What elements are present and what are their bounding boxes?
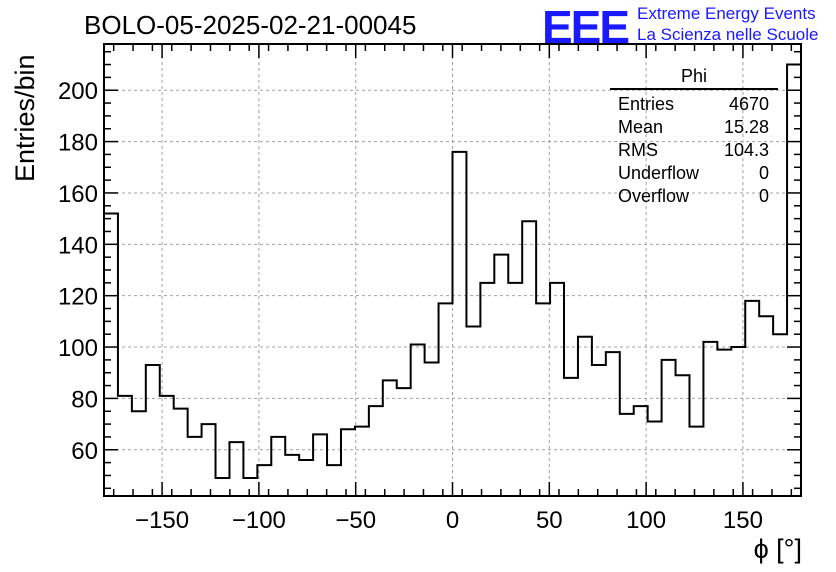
stats-value-rms: 104.3 [724,140,769,160]
histogram-bin [160,396,174,496]
logo-line-1: Extreme Energy Events [637,4,816,23]
histogram-bin [313,434,327,496]
histogram-bin [229,442,243,496]
histogram-bin [522,221,536,496]
histogram-bin [676,375,690,496]
stats-value-overflow: 0 [759,186,769,206]
chart-title: BOLO-05-2025-02-21-00045 [84,10,417,40]
histogram-bin [606,352,620,496]
y-tick-label: 140 [58,232,98,259]
histogram-bin [216,478,230,496]
histogram-bin [717,350,731,496]
stats-box-title: Phi [681,66,707,86]
histogram-bin [592,365,606,496]
histogram-bin [745,301,759,496]
x-tick-label: −150 [135,507,189,534]
histogram-bin [759,316,773,496]
histogram-bin [411,344,425,496]
histogram-bin [564,378,578,496]
histogram-bin [188,437,202,496]
x-tick-label: −50 [335,507,376,534]
histogram-bin [202,424,216,496]
histogram-bin [118,396,132,496]
histogram-bin [243,478,257,496]
histogram-bin [355,427,369,496]
histogram-bin [104,214,118,497]
logo-line-2: La Scienza nelle Scuole [637,25,819,44]
x-tick-label: 50 [536,507,563,534]
histogram-bin [369,406,383,496]
x-tick-label: 0 [446,507,459,534]
histogram-bin [480,283,494,496]
histogram-bin [439,303,453,496]
stats-value-underflow: 0 [759,163,769,183]
histogram-bin [341,429,355,496]
y-tick-label: 200 [58,78,98,105]
x-tick-label: 100 [626,507,666,534]
histogram-series [103,63,802,496]
x-tick-label: −100 [232,507,286,534]
y-tick-label: 160 [58,181,98,208]
stats-value-entries: 4670 [729,94,769,114]
histogram-bin [146,365,160,496]
stats-label-underflow: Underflow [618,163,700,183]
y-tick-label: 120 [58,284,98,311]
histogram-bin [508,283,522,496]
histogram-bin [132,411,146,496]
y-tick-label: 60 [71,438,98,465]
histogram-bin [648,422,662,496]
histogram-bin [425,362,439,496]
histogram-bin [662,360,676,496]
histogram-bin [299,460,313,496]
y-tick-label: 100 [58,335,98,362]
x-tick-label: 150 [723,507,763,534]
histogram-bin [271,437,285,496]
histogram-bin [453,152,467,496]
stats-label-entries: Entries [618,94,674,114]
histogram-bin [494,255,508,496]
histogram-bin [536,303,550,496]
histogram-bin [620,414,634,496]
histogram-bin [689,427,703,496]
stats-label-overflow: Overflow [618,186,690,206]
histogram-bin [550,283,564,496]
x-axis-label: ϕ [°] [753,534,802,564]
histogram-bin [578,337,592,496]
histogram-bin [703,342,717,496]
histogram-bin [773,334,787,496]
histogram-bin [383,380,397,496]
stats-label-mean: Mean [618,117,663,137]
histogram-bin [174,409,188,496]
y-tick-label: 180 [58,130,98,157]
stats-value-mean: 15.28 [724,117,769,137]
stats-label-rms: RMS [618,140,658,160]
histogram-bin [397,388,411,496]
histogram-bin [327,465,341,496]
y-tick-label: 80 [71,386,98,413]
histogram-bin [731,347,745,496]
histogram-bin [466,327,480,497]
